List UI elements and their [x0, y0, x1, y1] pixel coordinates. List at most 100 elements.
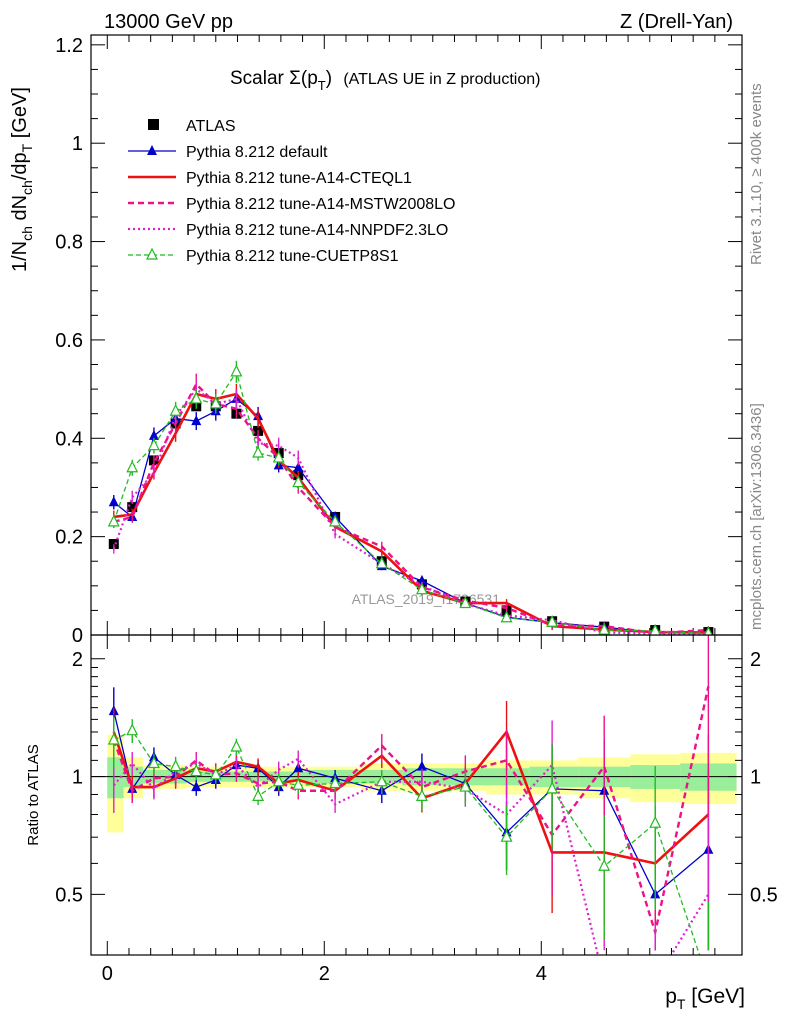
ratio-marker-cuetp8s1	[190, 764, 203, 777]
ratio-y-tick-label-right: 1	[750, 767, 761, 789]
ratio-marker-cuetp8s1	[375, 774, 388, 787]
marker-default	[416, 574, 427, 585]
series-cuetp8s1	[107, 360, 713, 635]
ratio-ylabel: Ratio to ATLAS	[25, 744, 42, 845]
marker-cuetp8s1	[598, 622, 611, 635]
ratio-marker-cuetp8s1	[126, 723, 139, 736]
ratio-series	[107, 635, 714, 985]
main-x-ticks	[106, 35, 716, 635]
ratio-series-default	[108, 687, 714, 951]
ratio-marker-cuetp8s1	[500, 829, 513, 842]
x-tick-label: 4	[536, 963, 547, 985]
main-series	[107, 360, 714, 635]
legend-marker-cuetp8s1	[146, 247, 158, 260]
legend-item-atlas: ATLAS	[148, 118, 236, 135]
legend-item-cuetp8s1: Pythia 8.212 tune-CUETP8S1	[128, 247, 399, 265]
x-tick-label: 2	[319, 963, 330, 985]
marker-cuetp8s1	[107, 514, 120, 527]
legend-item-mstw: Pythia 8.212 tune-A14-MSTW2008LO	[128, 196, 455, 213]
ratio-marker-cuetp8s1	[252, 789, 265, 801]
ratio-band-green	[107, 757, 124, 799]
main-y-tick-label: 1.2	[55, 35, 83, 57]
main-ylabel: 1/Nch dNch/dpT [GeV]	[9, 87, 35, 272]
marker-cuetp8s1	[415, 582, 428, 595]
legend-label: Pythia 8.212 default	[186, 144, 328, 161]
marker-cuetp8s1	[649, 623, 661, 635]
ratio-line-mstw	[112, 686, 710, 938]
ratio-marker-cuetp8s1	[703, 975, 713, 985]
legend-marker-default	[147, 145, 157, 155]
marker-atlas	[127, 502, 138, 513]
ratio-panel: 0.5 0.5 1 1 2 2 0 2 4 Ratio to ATLAS pT [GeV]	[25, 634, 778, 1012]
plot-title-main: Scalar Σ(p	[230, 68, 318, 89]
legend-label: Pythia 8.212 tune-A14-NNPDF2.3LO	[186, 222, 448, 239]
rivet-label: Rivet 3.1.10, ≥ 400k events	[748, 83, 765, 265]
marker-cuetp8s1	[252, 445, 265, 458]
ratio-series-cuetp8s1	[107, 716, 713, 985]
ratio-y-tick-label: 0.5	[55, 884, 83, 906]
marker-cuetp8s1	[459, 596, 472, 609]
header-left: 13000 GeV pp	[104, 11, 233, 33]
ratio-marker-cuetp8s1	[107, 732, 120, 745]
ratio-marker-cuetp8s1	[415, 789, 428, 801]
ratio-panel-frame	[90, 634, 743, 956]
main-panel: 00.20.40.60.811.2 ATLAS_2019_I1736531 Sc…	[9, 34, 743, 647]
marker-cuetp8s1	[147, 438, 160, 451]
plot-title-end: )	[326, 68, 332, 89]
marker-cuetp8s1	[703, 626, 713, 635]
plot-title-rest: (ATLAS UE in Z production)	[343, 71, 540, 88]
ratio-y-tick-label-right: 2	[750, 649, 761, 671]
marker-default	[148, 429, 159, 440]
ratio-marker-cuetp8s1	[546, 781, 559, 794]
marker-cuetp8s1	[292, 475, 305, 488]
ratio-y-tick-label-right: 0.5	[750, 884, 778, 906]
main-y-tick-label: 0.4	[55, 428, 83, 450]
ratio-y-tick-label: 2	[72, 649, 83, 671]
main-y-tick-label: 0.2	[55, 527, 83, 549]
ratio-series-cteql1	[112, 700, 710, 951]
legend-item-default: Pythia 8.212 default	[128, 144, 328, 161]
legend-label: Pythia 8.212 tune-A14-CTEQL1	[186, 170, 412, 187]
legend: ATLAS Pythia 8.212 default Pythia 8.212 tu…	[128, 118, 455, 265]
legend-label: Pythia 8.212 tune-A14-MSTW2008LO	[186, 196, 455, 213]
marker-default	[191, 415, 202, 426]
ratio-marker-cuetp8s1	[329, 776, 342, 789]
main-y-tick-label: 0	[72, 625, 83, 647]
legend-item-cteql1: Pythia 8.212 tune-A14-CTEQL1	[128, 170, 412, 187]
marker-cuetp8s1	[209, 396, 222, 409]
ratio-marker-cuetp8s1	[169, 759, 182, 772]
ratio-marker-cuetp8s1	[459, 779, 472, 792]
main-y-ticks: 0 0.2 0.4 0.6 0.8 1 1.2	[55, 35, 742, 647]
marker-cuetp8s1	[126, 460, 139, 473]
x-tick-label: 0	[102, 963, 113, 985]
legend-label: Pythia 8.212 tune-CUETP8S1	[186, 248, 399, 265]
marker-cuetp8s1	[272, 450, 285, 463]
plot-title: Scalar Σ(pT) (ATLAS UE in Z production)	[230, 68, 540, 93]
mcplots-label: mcplots.cern.ch [arXiv:1306.3436]	[748, 403, 765, 630]
marker-cuetp8s1	[546, 614, 559, 627]
main-y-tick-label: 1	[72, 133, 83, 155]
marker-cuetp8s1	[500, 610, 513, 623]
marker-cuetp8s1	[230, 364, 243, 377]
ratio-x-ticks: 0 2 4	[102, 635, 716, 985]
ratio-line-default	[113, 710, 709, 896]
marker-default	[108, 496, 119, 507]
ratio-marker-cuetp8s1	[292, 777, 305, 790]
legend-swatch-atlas	[148, 119, 159, 130]
ratio-y-ticks: 0.5 0.5 1 1 2 2	[55, 649, 778, 907]
ratio-marker-cuetp8s1	[272, 774, 285, 787]
main-y-tick-label: 0.8	[55, 232, 83, 254]
legend-item-nnpdf: Pythia 8.212 tune-A14-NNPDF2.3LO	[128, 222, 448, 239]
plot-title-sub: T	[318, 78, 326, 93]
legend-label: ATLAS	[186, 118, 236, 135]
marker-cuetp8s1	[329, 514, 342, 527]
ratio-marker-cuetp8s1	[230, 739, 243, 752]
ratio-marker-default	[416, 760, 427, 771]
marker-atlas	[108, 539, 119, 550]
ratio-marker-cuetp8s1	[649, 815, 662, 828]
marker-cuetp8s1	[169, 403, 182, 416]
marker-cuetp8s1	[375, 556, 388, 569]
ratio-marker-cuetp8s1	[209, 767, 222, 780]
ratio-marker-cuetp8s1	[147, 756, 160, 769]
